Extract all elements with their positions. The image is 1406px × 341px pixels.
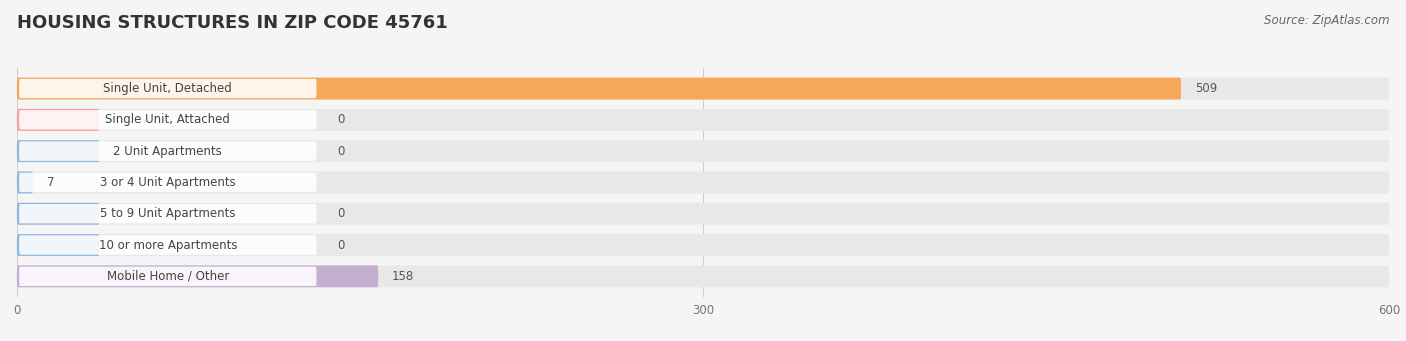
Text: 7: 7 — [46, 176, 53, 189]
Text: Mobile Home / Other: Mobile Home / Other — [107, 270, 229, 283]
Text: 158: 158 — [392, 270, 415, 283]
FancyBboxPatch shape — [17, 203, 100, 225]
Text: 5 to 9 Unit Apartments: 5 to 9 Unit Apartments — [100, 207, 236, 220]
FancyBboxPatch shape — [17, 234, 1389, 256]
Text: HOUSING STRUCTURES IN ZIP CODE 45761: HOUSING STRUCTURES IN ZIP CODE 45761 — [17, 14, 447, 32]
Text: Source: ZipAtlas.com: Source: ZipAtlas.com — [1264, 14, 1389, 27]
Text: 3 or 4 Unit Apartments: 3 or 4 Unit Apartments — [100, 176, 236, 189]
FancyBboxPatch shape — [17, 140, 100, 162]
FancyBboxPatch shape — [20, 235, 316, 255]
FancyBboxPatch shape — [17, 140, 1389, 162]
FancyBboxPatch shape — [20, 173, 316, 192]
FancyBboxPatch shape — [20, 204, 316, 223]
FancyBboxPatch shape — [17, 265, 378, 287]
FancyBboxPatch shape — [17, 109, 1389, 131]
FancyBboxPatch shape — [17, 172, 1389, 193]
Text: 509: 509 — [1195, 82, 1218, 95]
FancyBboxPatch shape — [17, 78, 1389, 100]
Text: 2 Unit Apartments: 2 Unit Apartments — [114, 145, 222, 158]
Text: 0: 0 — [337, 207, 344, 220]
Text: 0: 0 — [337, 239, 344, 252]
FancyBboxPatch shape — [17, 172, 32, 193]
FancyBboxPatch shape — [20, 142, 316, 161]
Text: 10 or more Apartments: 10 or more Apartments — [98, 239, 238, 252]
FancyBboxPatch shape — [17, 234, 100, 256]
FancyBboxPatch shape — [17, 78, 1181, 100]
Text: Single Unit, Attached: Single Unit, Attached — [105, 113, 231, 126]
FancyBboxPatch shape — [20, 79, 316, 98]
FancyBboxPatch shape — [17, 265, 1389, 287]
FancyBboxPatch shape — [20, 110, 316, 130]
FancyBboxPatch shape — [20, 267, 316, 286]
FancyBboxPatch shape — [17, 203, 1389, 225]
FancyBboxPatch shape — [17, 109, 100, 131]
Text: 0: 0 — [337, 145, 344, 158]
Text: Single Unit, Detached: Single Unit, Detached — [104, 82, 232, 95]
Text: 0: 0 — [337, 113, 344, 126]
